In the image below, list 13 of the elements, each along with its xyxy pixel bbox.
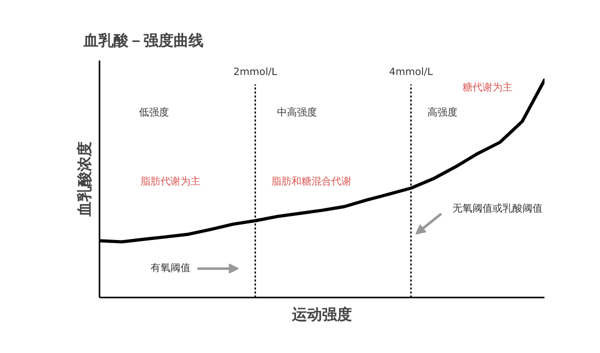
y-axis-title: 血乳酸浓度 <box>76 142 94 218</box>
annotation: 无氧阈值或乳酸阈值 <box>452 202 542 214</box>
annotation: 脂肪和糖混合代谢 <box>271 175 352 188</box>
x-axis-title: 运动强度 <box>291 306 352 324</box>
text: 2mmol/L <box>233 66 278 78</box>
annotation: 低强度 <box>138 106 169 118</box>
annotation: 有氧阈值 <box>150 262 190 274</box>
annotation: 脂肪代谢为主 <box>140 175 200 188</box>
text: 4mmol/L <box>389 66 434 78</box>
annotation: 高强度 <box>428 106 458 118</box>
chart-title: 血乳酸－强度曲线 <box>82 32 204 50</box>
annotation: 中高强度 <box>277 106 318 118</box>
annotation: 糖代谢为主 <box>462 82 513 94</box>
